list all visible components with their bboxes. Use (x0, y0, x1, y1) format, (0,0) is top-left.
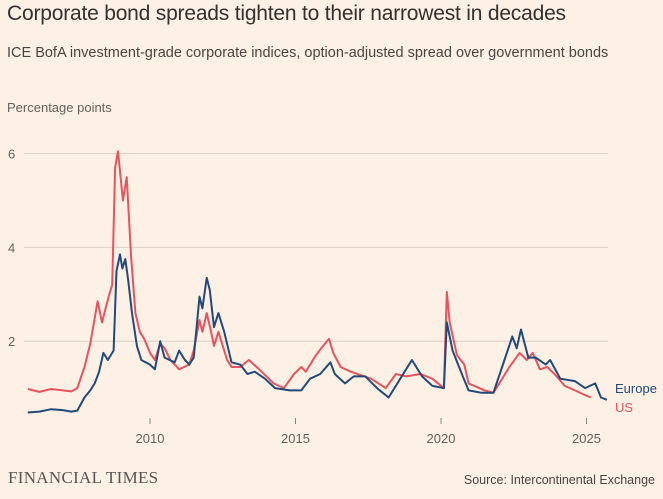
legend-label-us: US (615, 400, 633, 415)
gridlines: 2 4 6 (8, 147, 608, 349)
x-axis: 2010 2015 2020 2025 (136, 418, 601, 446)
source-note: Source: Intercontinental Exchange (463, 473, 655, 487)
ft-logo: FINANCIAL TIMES (8, 468, 159, 487)
chart-title: Corporate bond spreads tighten to their … (7, 2, 566, 25)
legend-label-europe: Europe (615, 381, 657, 396)
chart-subtitle: ICE BofA investment-grade corporate indi… (7, 45, 609, 61)
y-axis-label: Percentage points (7, 100, 112, 115)
y-tick-label: 6 (8, 147, 15, 162)
x-tick-label: 2025 (572, 431, 601, 446)
x-tick-label: 2020 (427, 431, 456, 446)
y-tick-label: 4 (8, 240, 15, 255)
series-line-europe (27, 253, 608, 414)
x-tick-label: 2015 (281, 431, 310, 446)
x-tick-label: 2010 (136, 431, 165, 446)
series-line-us (27, 150, 592, 399)
legend: Europe US (615, 381, 657, 415)
series-lines (27, 150, 608, 414)
y-tick-label: 2 (8, 334, 15, 349)
